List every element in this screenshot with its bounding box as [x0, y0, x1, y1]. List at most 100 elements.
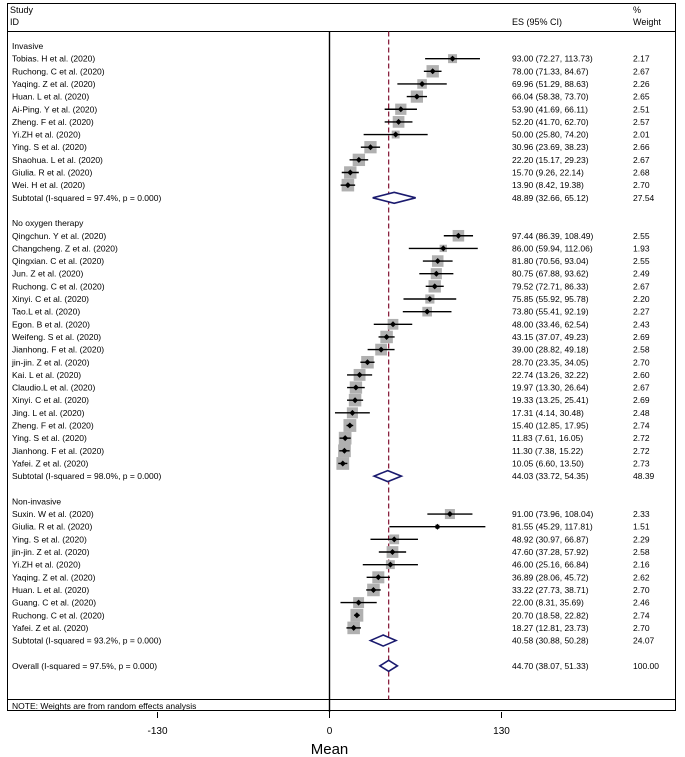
- weight-label: 2.51: [633, 104, 650, 114]
- subtotal-label: Subtotal (I-squared = 93.2%, p = 0.000): [12, 636, 161, 646]
- point-estimate: [434, 523, 441, 530]
- weight-label: 2.67: [633, 155, 650, 165]
- subtotal-diamond: [371, 469, 404, 483]
- es-ci-label: 48.92 (30.97, 66.87): [512, 534, 589, 544]
- point-estimate: [431, 283, 438, 290]
- weight-label: 2.70: [633, 357, 650, 367]
- weight-label: 2.72: [633, 446, 650, 456]
- weight-label: 2.46: [633, 598, 650, 608]
- es-ci-label: 19.97 (13.30, 26.64): [512, 383, 589, 393]
- point-estimate: [389, 549, 396, 555]
- study-label: Changcheng. Z et al. (2020): [12, 243, 118, 253]
- point-estimate: [339, 460, 346, 467]
- weight-label: 2.74: [633, 421, 650, 431]
- es-ci-label: 52.20 (41.70, 62.70): [512, 117, 589, 127]
- es-ci-label: 17.31 (4.14, 30.48): [512, 408, 584, 418]
- point-estimate: [392, 131, 399, 138]
- study-label: Kai. L et al. (2020): [12, 370, 81, 380]
- study-label: Giulia. R et al. (2020): [12, 168, 92, 178]
- study-label: Zheng. F et al. (2020): [12, 421, 94, 431]
- point-estimate: [342, 435, 349, 442]
- study-label: Huan. L et al. (2020): [12, 92, 89, 102]
- study-label: Claudio.L et al. (2020): [12, 383, 95, 393]
- es-ci-label: 15.70 (9.26, 22.14): [512, 168, 584, 178]
- study-label: Tao.L et al. (2020): [12, 307, 80, 317]
- weight-label: 2.72: [633, 433, 650, 443]
- weight-label: 2.16: [633, 560, 650, 570]
- weight-label: 2.67: [633, 281, 650, 291]
- es-ci-label: 69.96 (51.29, 88.63): [512, 79, 589, 89]
- weight-label: 2.66: [633, 142, 650, 152]
- subtotal-weight-label: 24.07: [633, 636, 655, 646]
- weight-label: 2.48: [633, 408, 650, 418]
- study-label: Qingxian. C et al. (2020): [12, 256, 104, 266]
- es-ci-label: 47.60 (37.28, 57.92): [512, 547, 589, 557]
- weight-label: 2.74: [633, 610, 650, 620]
- subtotal-weight-label: 48.39: [633, 471, 655, 481]
- overall-weight-label: 100.00: [633, 661, 659, 671]
- es-ci-label: 86.00 (59.94, 112.06): [512, 243, 593, 253]
- study-label: Huan. L et al. (2020): [12, 585, 89, 595]
- point-estimate: [395, 118, 402, 125]
- study-label: Ying. S et al. (2020): [12, 433, 87, 443]
- point-estimate: [375, 574, 382, 581]
- subtotal-diamond: [368, 634, 399, 647]
- point-estimate: [397, 106, 404, 113]
- weight-label: 2.65: [633, 92, 650, 102]
- point-estimate: [440, 245, 447, 252]
- point-estimate: [426, 296, 433, 302]
- point-estimate: [352, 384, 359, 391]
- es-ci-label: 93.00 (72.27, 113.73): [512, 54, 593, 64]
- study-label: Tobias. H et al. (2020): [12, 54, 95, 64]
- weight-label: 2.55: [633, 256, 650, 266]
- overall-label: Overall (I-squared = 97.5%, p = 0.000): [12, 661, 157, 671]
- study-label: Yi.ZH et al. (2020): [12, 560, 81, 570]
- group-label: Non-invasive: [12, 496, 61, 506]
- study-label: Ying. S et al. (2020): [12, 142, 87, 152]
- es-ci-label: 18.27 (12.81, 23.73): [512, 623, 589, 633]
- es-ci-label: 28.70 (23.35, 34.05): [512, 357, 589, 367]
- point-estimate: [378, 346, 385, 353]
- es-ci-label: 20.70 (18.58, 22.82): [512, 610, 589, 620]
- es-ci-label: 36.89 (28.06, 45.72): [512, 572, 589, 582]
- subtotal-es-label: 44.03 (33.72, 54.35): [512, 471, 589, 481]
- tick-label-0: 0: [327, 726, 333, 737]
- study-label: Guang. C et al. (2020): [12, 598, 96, 608]
- weight-label: 2.67: [633, 66, 650, 76]
- es-ci-label: 22.20 (15.17, 29.23): [512, 155, 589, 165]
- es-ci-label: 97.44 (86.39, 108.49): [512, 231, 593, 241]
- weight-label: 2.29: [633, 534, 650, 544]
- es-ci-label: 73.80 (55.41, 92.19): [512, 307, 589, 317]
- es-ci-label: 22.00 (8.31, 35.69): [512, 598, 584, 608]
- header-study: Study: [10, 5, 34, 15]
- subtotal-label: Subtotal (I-squared = 98.0%, p = 0.000): [12, 471, 161, 481]
- point-estimate: [367, 144, 374, 151]
- study-label: Ruchong. C et al. (2020): [12, 66, 105, 76]
- weight-label: 2.26: [633, 79, 650, 89]
- header-weight-symbol: %: [633, 5, 641, 15]
- weight-label: 2.70: [633, 180, 650, 190]
- point-estimate: [352, 397, 359, 404]
- es-ci-label: 53.90 (41.69, 66.11): [512, 104, 588, 114]
- group-label: No oxygen therapy: [12, 218, 84, 228]
- header-weight: Weight: [633, 17, 661, 27]
- study-label: Yaqing. Z et al. (2020): [12, 572, 96, 582]
- weight-label: 2.68: [633, 168, 650, 178]
- weight-label: 2.69: [633, 395, 650, 405]
- es-ci-label: 48.00 (33.46, 62.54): [512, 319, 589, 329]
- weight-label: 2.20: [633, 294, 650, 304]
- es-ci-label: 78.00 (71.33, 84.67): [512, 66, 589, 76]
- study-label: Jianhong. F et al. (2020): [12, 446, 104, 456]
- point-estimate: [355, 156, 362, 163]
- study-label: Yafei. Z et al. (2020): [12, 623, 89, 633]
- weight-label: 2.70: [633, 585, 650, 595]
- point-estimate: [446, 511, 453, 518]
- weight-label: 2.67: [633, 383, 650, 393]
- study-label: Jing. L et al. (2020): [12, 408, 85, 418]
- point-estimate: [346, 422, 353, 429]
- point-estimate: [350, 624, 357, 631]
- es-ci-label: 66.04 (58.38, 73.70): [512, 92, 589, 102]
- es-ci-label: 13.90 (8.42, 19.38): [512, 180, 584, 190]
- plot-frame: [7, 3, 676, 711]
